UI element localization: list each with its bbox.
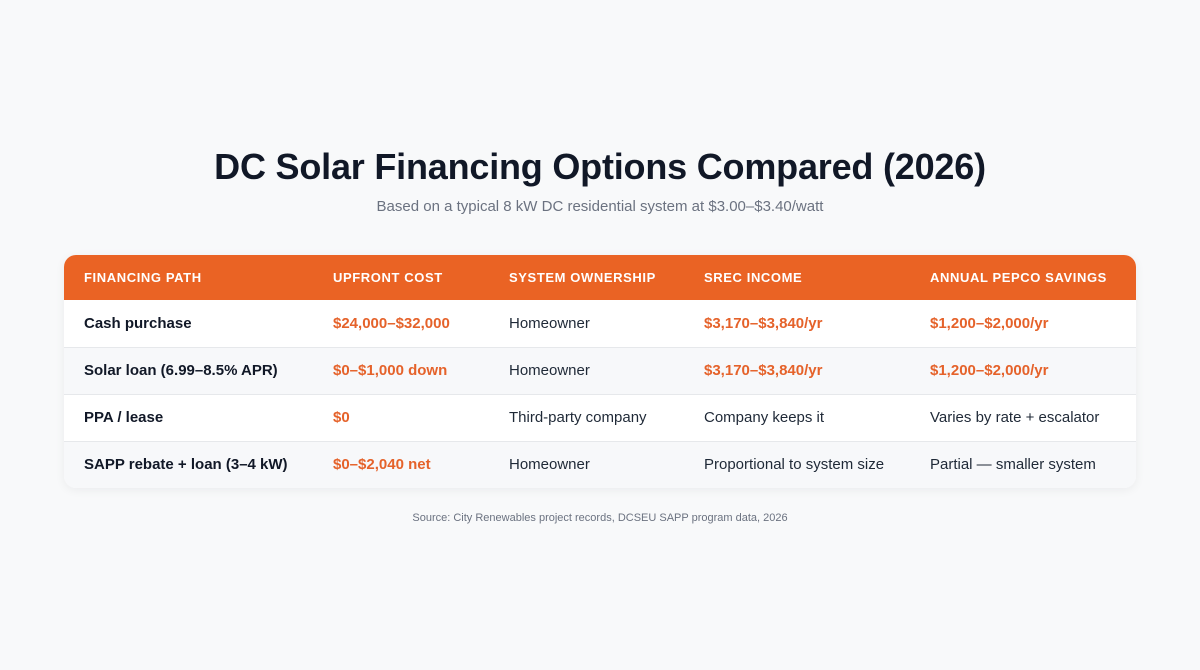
- cell-annual-pepco-savings: Varies by rate + escalator: [930, 409, 1100, 426]
- header-row: Financing Path Upfront Cost System Owner…: [64, 255, 1136, 300]
- table-row: Cash purchase $24,000–$32,000 Homeowner …: [64, 300, 1136, 347]
- financing-comparison-table: Financing Path Upfront Cost System Owner…: [64, 255, 1136, 488]
- cell-upfront-cost: $0–$1,000 down: [333, 362, 448, 379]
- cell-annual-pepco-savings: $1,200–$2,000/yr: [930, 362, 1049, 379]
- table-row: PPA / lease $0 Third-party company Compa…: [64, 394, 1136, 441]
- table-header: Financing Path Upfront Cost System Owner…: [64, 255, 1136, 300]
- cell-system-ownership: Homeowner: [509, 362, 590, 379]
- cell-upfront-cost: $24,000–$32,000: [333, 314, 450, 332]
- header-system-ownership: System Ownership: [509, 270, 656, 285]
- cell-annual-pepco-savings: Partial — smaller system: [930, 456, 1096, 474]
- page-subtitle: Based on a typical 8 kW DC residential s…: [376, 198, 824, 215]
- cell-annual-pepco-savings: $1,200–$2,000/yr: [930, 314, 1049, 332]
- comparison-table: Financing Path Upfront Cost System Owner…: [64, 255, 1136, 488]
- header-financing-path: Financing Path: [84, 270, 202, 285]
- cell-financing-path: Cash purchase: [84, 314, 192, 332]
- header-srec-income: SREC Income: [704, 270, 803, 285]
- table-row: Solar loan (6.99–8.5% APR) $0–$1,000 dow…: [64, 347, 1136, 394]
- cell-financing-path: PPA / lease: [84, 409, 164, 426]
- cell-financing-path: SAPP rebate + loan (3–4 kW): [84, 456, 288, 474]
- table-row: SAPP rebate + loan (3–4 kW) $0–$2,040 ne…: [64, 441, 1136, 488]
- cell-srec-income: $3,170–$3,840/yr: [704, 314, 823, 332]
- cell-srec-income: Proportional to system size: [704, 456, 885, 474]
- cell-system-ownership: Third-party company: [509, 409, 647, 426]
- source-note: Source: City Renewables project records,…: [412, 512, 788, 524]
- cell-srec-income: Company keeps it: [704, 409, 825, 426]
- cell-financing-path: Solar loan (6.99–8.5% APR): [84, 362, 278, 379]
- header-annual-pepco-savings: Annual Pepco Savings: [930, 270, 1107, 285]
- cell-upfront-cost: $0: [333, 409, 350, 426]
- cell-srec-income: $3,170–$3,840/yr: [704, 362, 823, 379]
- cell-upfront-cost: $0–$2,040 net: [333, 456, 431, 474]
- cell-system-ownership: Homeowner: [509, 314, 590, 332]
- header-upfront-cost: Upfront Cost: [333, 270, 443, 285]
- table-body: Cash purchase $24,000–$32,000 Homeowner …: [64, 300, 1136, 488]
- page-title: DC Solar Financing Options Compared (202…: [214, 146, 986, 187]
- cell-system-ownership: Homeowner: [509, 456, 590, 474]
